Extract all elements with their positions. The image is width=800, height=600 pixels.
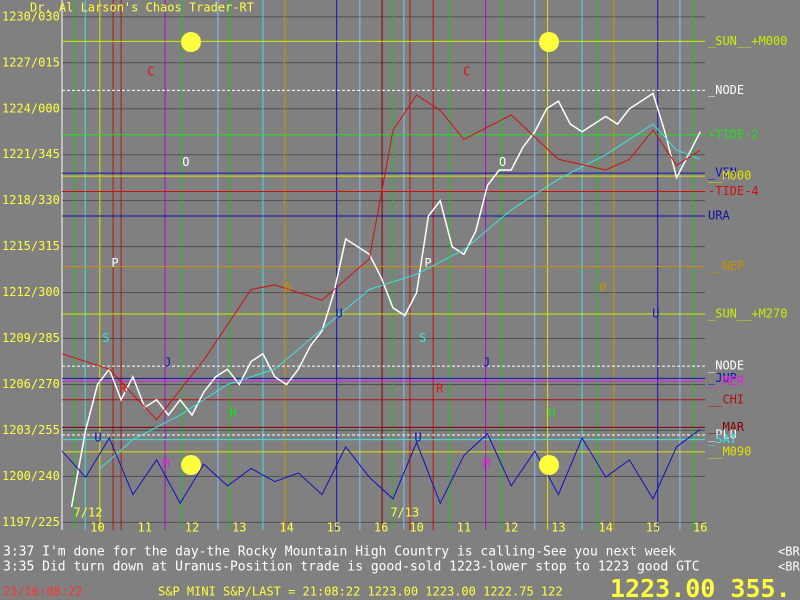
x-tick-label: 15 <box>646 521 660 535</box>
level-label: __NEP <box>708 259 744 273</box>
x-tick-label: 15 <box>327 521 341 535</box>
y-tick-label: 1218/330 <box>2 193 60 207</box>
y-tick-label: 1230/030 <box>2 9 60 23</box>
level-label: __MER <box>708 374 745 388</box>
annotation: H <box>230 406 237 420</box>
series-line <box>99 123 701 470</box>
clock: 21/16:08:22 <box>3 585 82 599</box>
message: 3:37 I'm done for the day-the Rocky Moun… <box>3 545 676 560</box>
y-tick-label: 1227/015 <box>2 55 60 69</box>
y-tick-label: 1197/225 <box>2 515 60 529</box>
status-bar <box>0 580 800 600</box>
x-tick-label: 12 <box>504 521 518 535</box>
y-tick-label: 1212/300 <box>2 285 60 299</box>
level-label: _SAT <box>708 432 737 446</box>
annotation: 0 <box>284 280 291 294</box>
message-tag: <BR <box>778 545 800 559</box>
moon <box>181 32 201 52</box>
date-label: 7/12 <box>74 506 103 520</box>
level-label: -TIDE-4 <box>708 184 759 198</box>
level-label: __M090 <box>708 444 751 458</box>
level-label: __CHI <box>708 392 744 406</box>
moon <box>539 32 559 52</box>
x-tick-label: 12 <box>185 521 199 535</box>
level-label: _JUP <box>708 371 737 385</box>
level-label: _NODE <box>708 359 744 373</box>
level-label: _NODE <box>708 83 744 97</box>
annotation: U <box>652 307 659 321</box>
y-tick-label: 1203/255 <box>2 423 60 437</box>
y-tick-label: 1200/240 <box>2 469 60 483</box>
series-line <box>61 428 701 505</box>
annotation: O <box>182 155 189 169</box>
message: 3:35 Did turn down at Uranus-Position tr… <box>3 560 700 575</box>
level-label: URA <box>708 208 730 222</box>
y-tick-label: 1224/000 <box>2 101 60 115</box>
x-tick-label: 13 <box>551 521 565 535</box>
annotation: U <box>414 431 421 445</box>
level-label: _SUN__+M270 <box>708 307 787 321</box>
x-tick-label: 10 <box>90 521 104 535</box>
y-tick-label: 1221/345 <box>2 147 60 161</box>
annotation: C <box>463 64 470 78</box>
annotation: R <box>436 382 444 396</box>
moon-icons <box>181 32 559 475</box>
series-line <box>70 92 701 508</box>
quote: S&P MINI S&P/LAST = 21:08:22 1223.00 122… <box>158 585 563 599</box>
annotation: C <box>147 64 154 78</box>
date-label: 7/13 <box>390 506 419 520</box>
level-label: +TIDE-2 <box>708 127 759 141</box>
x-tick-label: 11 <box>138 521 152 535</box>
moon <box>181 455 201 475</box>
x-tick-label: 11 <box>457 521 471 535</box>
annotation: 0 <box>599 280 606 294</box>
annotation: U <box>94 431 101 445</box>
level-label: __M000 <box>708 169 751 183</box>
message-tag: <BR <box>778 560 800 574</box>
last-price: 1223.00 355. <box>610 574 791 600</box>
level-label: _SUN__+M000 <box>708 34 787 48</box>
x-tick-label: 16 <box>374 521 388 535</box>
annotation: R <box>119 382 127 396</box>
annotation: M <box>162 457 169 471</box>
annotation: J <box>483 356 490 370</box>
annotation: J <box>164 356 171 370</box>
x-tick-label: 13 <box>232 521 246 535</box>
annotation: U <box>335 307 342 321</box>
x-tick-label: 10 <box>409 521 423 535</box>
level-label: _PLU <box>708 428 737 442</box>
annotation: S <box>419 331 426 345</box>
annotation: H <box>548 406 555 420</box>
annotation: P <box>424 256 431 270</box>
plot: 1230/030 1227/015 1224/000 1221/345 1218/330… <box>2 0 787 535</box>
x-tick-label: 16 <box>693 521 707 535</box>
annotation: O <box>499 155 506 169</box>
y-tick-label: 1206/270 <box>2 377 60 391</box>
x-tick-label: 14 <box>598 521 612 535</box>
app-title: Dr. Al Larson's Chaos Trader-RT <box>30 1 254 15</box>
x-tick-label: 14 <box>279 521 293 535</box>
y-tick-label: 1215/315 <box>2 239 60 253</box>
annotation: P <box>111 256 118 270</box>
y-tick-label: 1209/285 <box>2 331 60 345</box>
annotation: M <box>483 457 490 471</box>
annotation: S <box>102 331 109 345</box>
moon <box>539 455 559 475</box>
level-label: _VEN <box>708 166 737 180</box>
series-line <box>61 94 701 421</box>
level-label: __MAR <box>708 420 745 434</box>
